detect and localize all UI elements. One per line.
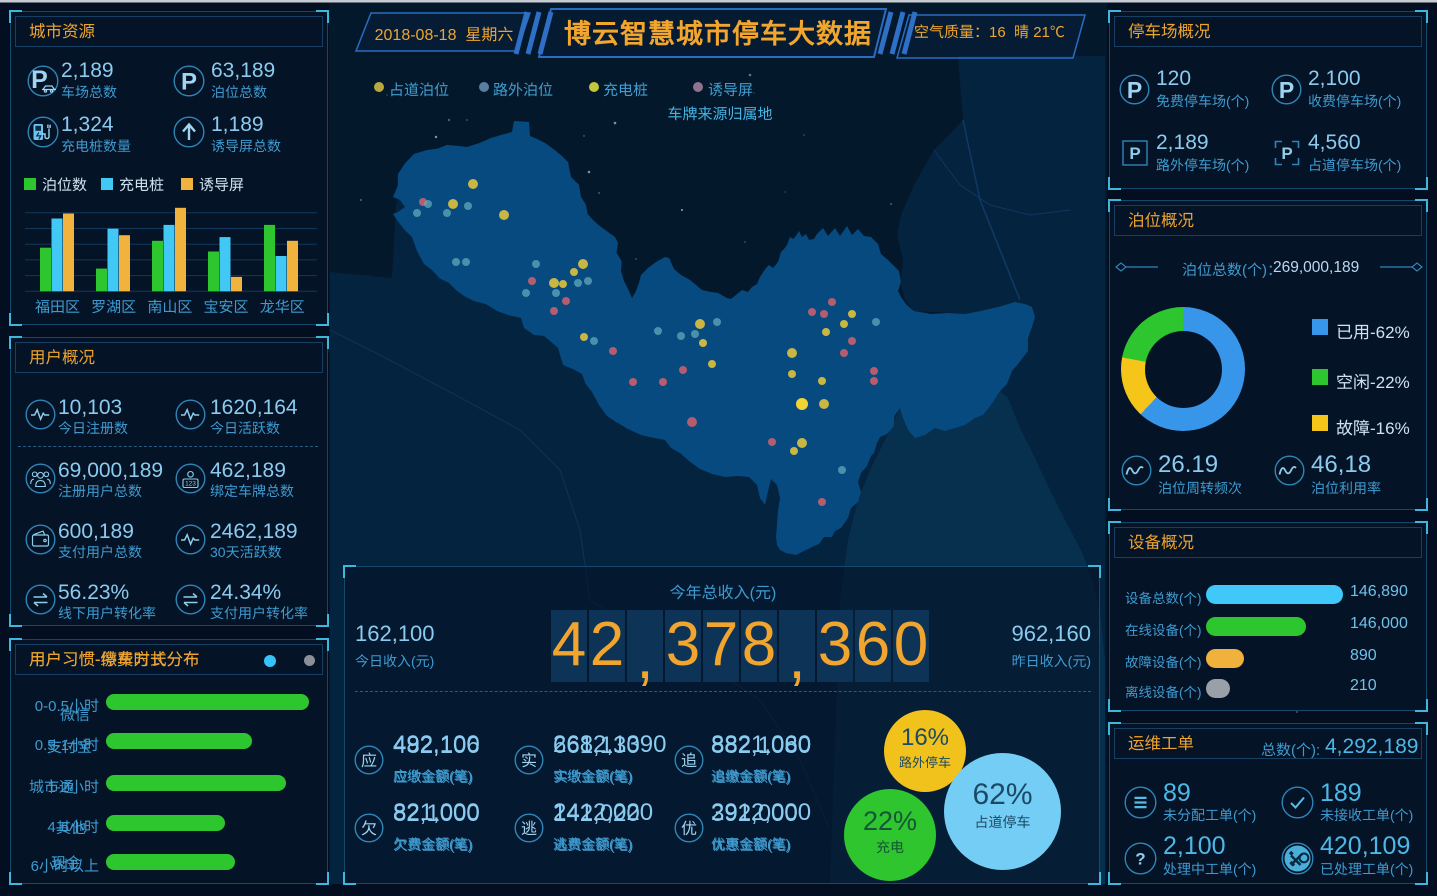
svg-text:123: 123 xyxy=(185,481,196,488)
svg-text:实: 实 xyxy=(521,747,537,771)
svg-text:P: P xyxy=(1279,77,1294,103)
svg-text:P: P xyxy=(1281,144,1292,163)
svg-text:追: 追 xyxy=(681,747,697,771)
svg-text:P: P xyxy=(31,66,48,94)
svg-text:优: 优 xyxy=(681,815,697,839)
svg-text:应: 应 xyxy=(361,747,377,771)
svg-text:P: P xyxy=(180,69,196,96)
svg-text:逃: 逃 xyxy=(521,815,537,839)
svg-text:P: P xyxy=(1127,77,1142,103)
svg-text:?: ? xyxy=(1135,850,1145,869)
svg-text:欠: 欠 xyxy=(361,815,377,839)
svg-text:P: P xyxy=(1129,144,1140,163)
